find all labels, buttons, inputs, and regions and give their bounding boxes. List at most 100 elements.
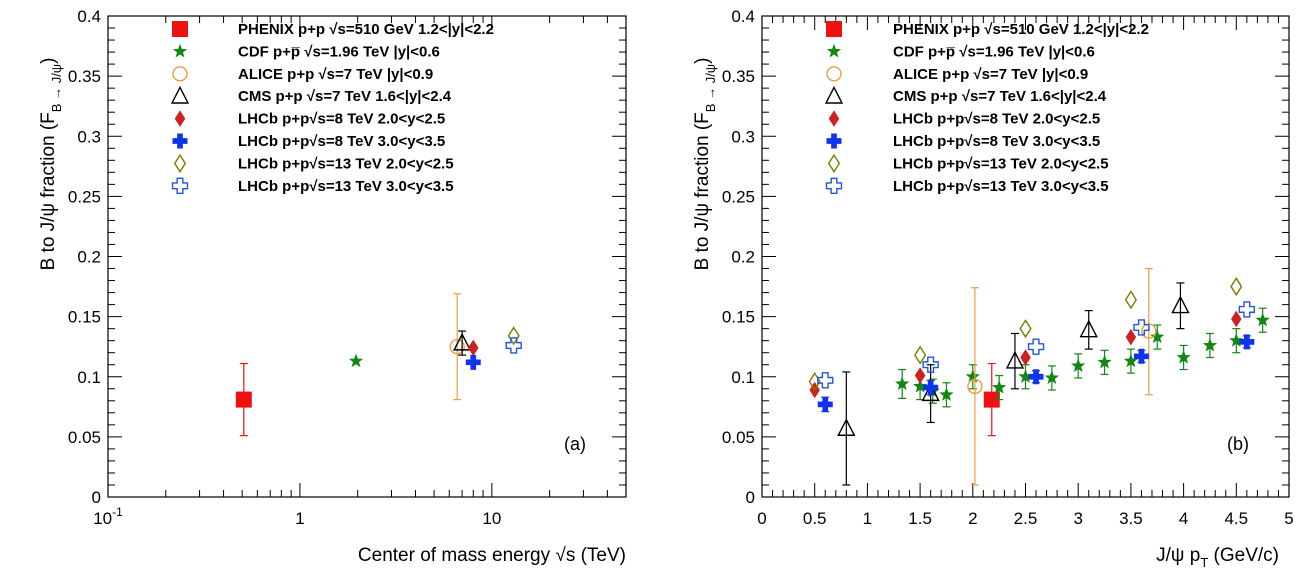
data-point-cdf bbox=[1202, 337, 1218, 352]
marker-shape bbox=[827, 153, 841, 173]
series-cms bbox=[837, 282, 1190, 486]
marker-shape bbox=[172, 133, 188, 149]
marker-shape bbox=[173, 153, 187, 173]
series-cdf bbox=[895, 307, 1270, 408]
marker-shape bbox=[1202, 337, 1218, 352]
data-point-cms bbox=[837, 418, 856, 436]
legend-label-cms: CMS p+p √s=7 TeV 1.6<|y|<2.4 bbox=[893, 88, 1107, 105]
legend-marker-lhcb13b bbox=[171, 177, 189, 195]
marker-shape bbox=[1239, 334, 1255, 350]
series-lhcb8a bbox=[468, 339, 479, 357]
marker-shape bbox=[1133, 319, 1150, 336]
marker-shape bbox=[983, 391, 1000, 408]
x-tick-label: 10 bbox=[482, 509, 501, 528]
marker-shape bbox=[923, 380, 939, 396]
marker-shape bbox=[1044, 370, 1059, 385]
panel-label: (b) bbox=[1227, 434, 1249, 454]
series-phenix bbox=[983, 362, 1000, 437]
data-point-lhcb8a bbox=[914, 367, 926, 384]
marker-shape bbox=[171, 177, 189, 195]
x-tick-exponent: -1 bbox=[112, 505, 123, 519]
x-tick-base: 10 bbox=[93, 509, 112, 528]
marker-shape bbox=[824, 85, 844, 104]
marker-shape bbox=[1229, 333, 1244, 347]
marker-shape bbox=[174, 110, 186, 127]
x-tick-label: 2.5 bbox=[1014, 509, 1038, 528]
legend-marker-cdf bbox=[172, 43, 188, 58]
series-alice bbox=[449, 293, 465, 401]
series-lhcb8b bbox=[465, 354, 481, 370]
y-tick-label: 0.4 bbox=[731, 7, 755, 26]
marker-shape bbox=[992, 380, 1007, 394]
y-axis-title: B to J/ψ fraction (FB → J/ψ) bbox=[38, 58, 64, 271]
marker-shape bbox=[465, 354, 481, 370]
series-lhcb13b bbox=[817, 301, 1256, 389]
legend-item-alice: ALICE p+p √s=7 TeV |y|<0.9 bbox=[172, 66, 433, 83]
marker-shape bbox=[172, 66, 188, 82]
y-tick-label: 0 bbox=[92, 488, 101, 507]
marker-shape bbox=[826, 66, 842, 82]
legend: PHENIX p+p √s=510 GeV 1.2<|y|<2.2 CDF p+p… bbox=[824, 21, 1149, 195]
marker-shape bbox=[505, 337, 522, 354]
marker-shape bbox=[1231, 310, 1242, 328]
marker-shape bbox=[922, 356, 939, 373]
y-tick-label: 0.05 bbox=[68, 428, 101, 447]
legend-label-lhcb8b: LHCb p+p√s=8 TeV 3.0<y<3.5 bbox=[893, 133, 1100, 150]
series-alice bbox=[967, 267, 1157, 486]
legend-label-lhcb8a: LHCb p+p√s=8 TeV 2.0<y<2.5 bbox=[893, 111, 1100, 128]
marker-shape bbox=[1123, 353, 1139, 368]
data-point-lhcb13a bbox=[1230, 277, 1243, 297]
y-tick-label: 0.15 bbox=[68, 308, 101, 327]
legend-label-alice: ALICE p+p √s=7 TeV |y|<0.9 bbox=[238, 66, 433, 83]
x-axis-title: J/ψ pT (GeV/c) bbox=[1156, 545, 1279, 570]
marker-shape bbox=[1150, 329, 1165, 344]
data-point-lhcb8b bbox=[1028, 369, 1044, 385]
y-tick-label: 0.3 bbox=[77, 127, 101, 146]
legend-marker-alice bbox=[172, 66, 188, 82]
data-point-cdf bbox=[912, 378, 928, 393]
data-point-lhcb8a bbox=[1231, 310, 1242, 328]
series-lhcb8b bbox=[817, 334, 1255, 413]
y-tick-label: 0.3 bbox=[731, 127, 755, 146]
marker-shape bbox=[1238, 301, 1256, 318]
marker-shape bbox=[452, 332, 472, 351]
data-point-cms bbox=[921, 383, 940, 402]
legend-item-lhcb13b: LHCb p+p√s=13 TeV 3.0<y<3.5 bbox=[171, 177, 454, 195]
data-point-cdf bbox=[965, 369, 980, 383]
legend-label-alice: ALICE p+p √s=7 TeV |y|<0.9 bbox=[893, 66, 1088, 83]
data-point-lhcb13b bbox=[1238, 301, 1256, 318]
marker-shape bbox=[235, 391, 252, 408]
x-tick-label: 10-1 bbox=[93, 505, 123, 528]
data-point-lhcb8b bbox=[923, 380, 939, 396]
marker-shape bbox=[1028, 369, 1044, 385]
marker-shape bbox=[1071, 358, 1086, 372]
data-point-cdf bbox=[992, 380, 1007, 394]
legend-label-cdf: CDF p+p̅ √s=1.96 TeV |y|<0.6 bbox=[893, 43, 1095, 60]
y-axis-title-main: B to J/ψ fraction (F bbox=[692, 112, 713, 270]
marker-shape bbox=[914, 367, 926, 384]
series-lhcb13a bbox=[808, 277, 1243, 392]
legend-label-phenix: PHENIX p+p √s=510 GeV 1.2<|y|<2.2 bbox=[893, 21, 1149, 38]
marker-shape bbox=[170, 85, 190, 104]
y-tick-label: 0.35 bbox=[68, 67, 101, 86]
legend-label-lhcb13a: LHCb p+p√s=13 TeV 2.0<y<2.5 bbox=[893, 155, 1109, 172]
data-point-lhcb8b bbox=[1239, 334, 1255, 350]
marker-shape bbox=[826, 21, 842, 37]
legend-marker-cdf bbox=[826, 43, 842, 58]
panel-a: 00.050.10.150.20.250.30.350.410-1 1 10Cent… bbox=[38, 7, 627, 566]
x-tick-label: 5 bbox=[1284, 509, 1293, 528]
legend: PHENIX p+p √s=510 GeV 1.2<|y|<2.2 CDF p+p… bbox=[170, 21, 494, 195]
marker-shape bbox=[817, 396, 833, 412]
data-point-lhcb8b bbox=[465, 354, 481, 370]
marker-shape bbox=[1124, 290, 1137, 310]
data-point-cdf bbox=[1150, 329, 1165, 344]
legend-label-lhcb8b: LHCb p+p√s=8 TeV 3.0<y<3.5 bbox=[238, 133, 445, 150]
marker-shape bbox=[965, 369, 980, 383]
legend-item-phenix: PHENIX p+p √s=510 GeV 1.2<|y|<2.2 bbox=[172, 21, 494, 38]
data-point-cdf bbox=[1071, 358, 1086, 372]
data-point-cdf bbox=[348, 353, 364, 368]
legend-item-lhcb8b: LHCb p+p√s=8 TeV 3.0<y<3.5 bbox=[826, 133, 1100, 150]
marker-shape bbox=[1020, 349, 1031, 366]
x-tick-label: 4.5 bbox=[1224, 509, 1248, 528]
data-point-lhcb8b bbox=[1133, 348, 1149, 364]
